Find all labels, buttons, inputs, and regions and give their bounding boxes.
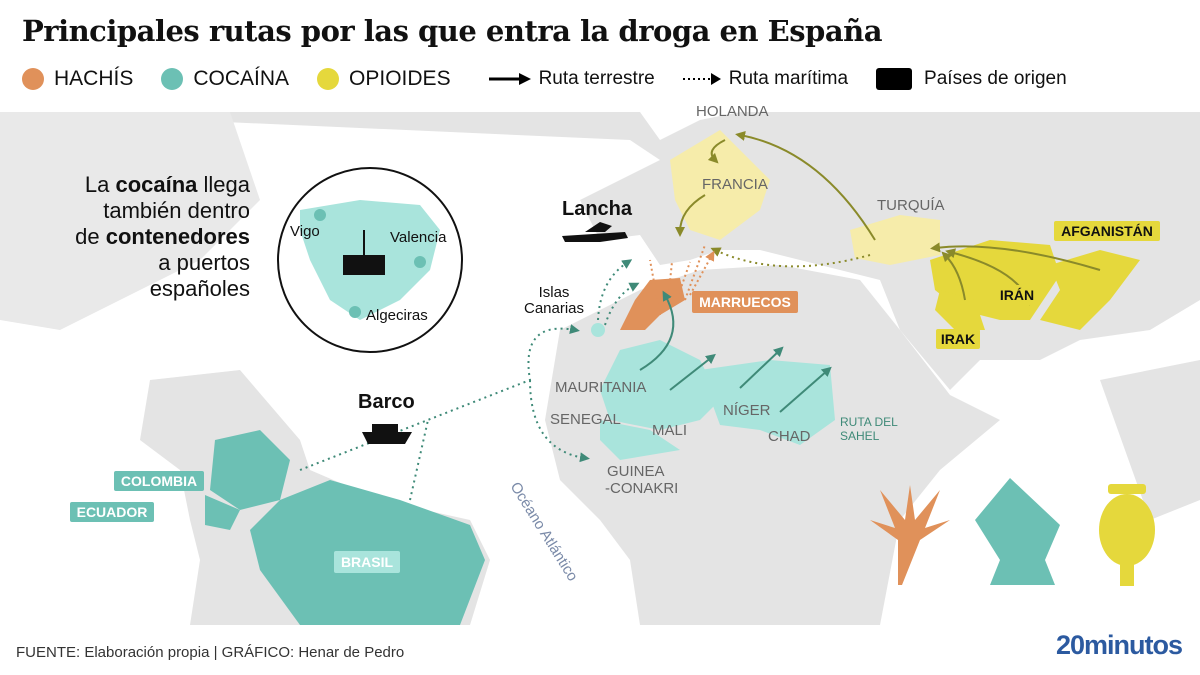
container-icon	[343, 255, 385, 275]
legend-hachis: HACHÍS	[22, 67, 133, 91]
label-turquia: TURQUÍA	[877, 197, 945, 214]
svg-text:españoles: españoles	[150, 276, 250, 301]
label-conakri: -CONAKRI	[605, 480, 678, 497]
label-lancha: Lancha	[562, 198, 633, 220]
source-footer: FUENTE: Elaboración propia | GRÁFICO: He…	[16, 644, 405, 661]
cocaine-razor-icon	[975, 478, 1060, 585]
cocaina-swatch-icon	[161, 68, 184, 90]
label-chad: CHAD	[768, 428, 811, 445]
legend-hachis-label: HACHÍS	[54, 67, 134, 90]
label-barco: Barco	[358, 391, 415, 413]
canary-islands	[591, 323, 605, 337]
opioides-swatch-icon	[317, 68, 340, 90]
speedboat-icon	[562, 222, 628, 242]
routes	[299, 131, 1101, 501]
cannabis-leaf-icon	[870, 485, 950, 585]
svg-text:La cocaína llega: La cocaína llega	[85, 172, 251, 197]
label-canarias: Canarias	[524, 300, 584, 317]
svg-text:también dentro: también dentro	[103, 198, 250, 223]
niger-chad-region	[700, 360, 835, 445]
mauritania-mali-region	[600, 340, 720, 430]
legend-opioides: OPIOIDES	[317, 67, 451, 91]
legend-maritima-label: Ruta marítima	[728, 68, 849, 89]
label-iran: IRÁN	[1000, 287, 1034, 303]
port-vigo: Vigo	[290, 223, 320, 240]
poppy-pod-icon	[1099, 484, 1155, 586]
legend-terrestre: Ruta terrestre	[488, 68, 655, 90]
hachis-swatch-icon	[22, 68, 44, 90]
legend-cocaina-label: COCAÍNA	[193, 67, 290, 90]
legend-terrestre-label: Ruta terrestre	[538, 68, 655, 89]
brand-logo: 20minutos	[1055, 630, 1183, 660]
legend-cocaina: COCAÍNA	[161, 67, 289, 91]
ship-icon	[362, 424, 412, 444]
label-guinea: GUINEA	[607, 463, 665, 480]
legend-origen-label: Países de origen	[924, 68, 1067, 89]
iraq-region	[935, 290, 985, 330]
label-francia: FRANCIA	[702, 176, 768, 193]
label-mali: MALI	[652, 422, 687, 439]
legend-maritima: Ruta marítima	[682, 68, 849, 90]
dotted-arrow-icon	[682, 73, 721, 85]
afghanistan-region	[1040, 250, 1140, 330]
label-colombia: COLOMBIA	[121, 473, 197, 489]
label-sahel-1: RUTA DEL	[840, 415, 898, 429]
label-niger: NÍGER	[723, 402, 771, 419]
label-marruecos: MARRUECOS	[699, 294, 791, 310]
origin-swatch-icon	[876, 68, 913, 90]
port-valencia: Valencia	[390, 229, 447, 246]
label-brasil: BRASIL	[341, 554, 394, 570]
label-afganistan: AFGANISTÁN	[1061, 223, 1153, 239]
senegal-guinea-region	[600, 420, 680, 460]
label-senegal: SENEGAL	[550, 411, 621, 428]
inset-circle: Vigo Valencia Algeciras	[277, 167, 463, 353]
svg-text:de contenedores: de contenedores	[75, 224, 250, 249]
france-region	[670, 130, 770, 240]
port-algeciras: Algeciras	[366, 307, 428, 324]
turkey-region	[850, 215, 940, 265]
label-irak: IRAK	[941, 331, 975, 347]
label-ecuador: ECUADOR	[77, 504, 148, 520]
svg-text:a puertos: a puertos	[158, 250, 250, 275]
legend: HACHÍS COCAÍNA OPIOIDES Ruta terrestre R…	[22, 64, 1095, 94]
label-oceano: Océano Atlántico	[507, 479, 582, 584]
legend-origen: Países de origen	[876, 68, 1067, 90]
label-mauritania: MAURITANIA	[555, 379, 646, 396]
label-holanda: HOLANDA	[696, 103, 769, 120]
label-sahel-2: SAHEL	[840, 429, 880, 443]
legend-opioides-label: OPIOIDES	[349, 67, 451, 90]
label-islas: Islas	[539, 284, 570, 301]
page-title: Principales rutas por las que entra la d…	[22, 14, 883, 48]
solid-arrow-icon	[488, 73, 531, 85]
ecuador-region	[205, 495, 240, 530]
colombia-region	[210, 430, 290, 510]
inset-text: La cocaína llega también dentro de conte…	[75, 172, 251, 301]
